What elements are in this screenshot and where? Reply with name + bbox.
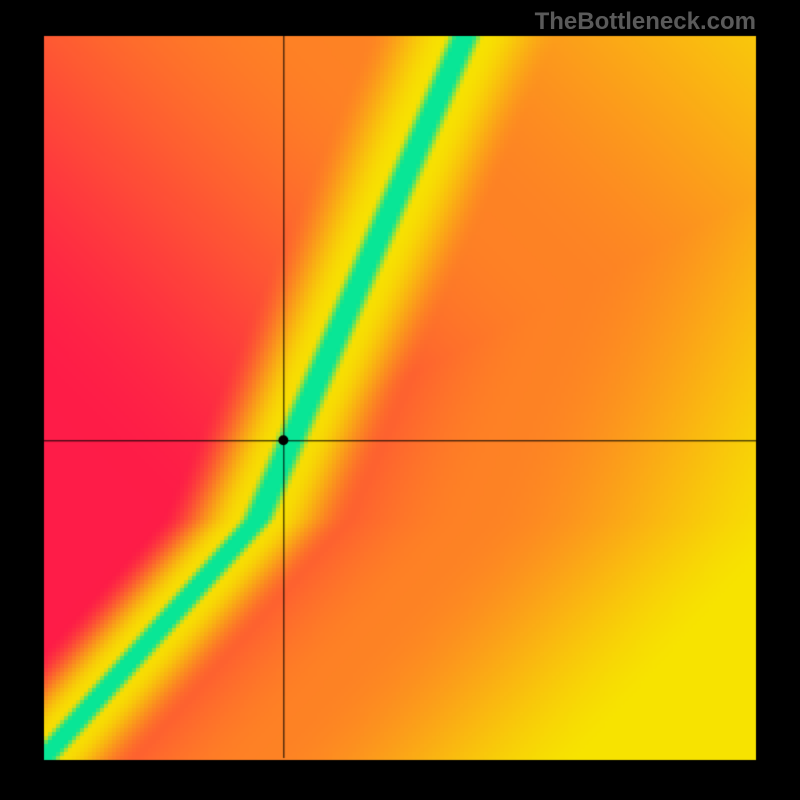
bottleneck-heatmap bbox=[0, 0, 800, 800]
watermark-text: TheBottleneck.com bbox=[535, 8, 756, 36]
